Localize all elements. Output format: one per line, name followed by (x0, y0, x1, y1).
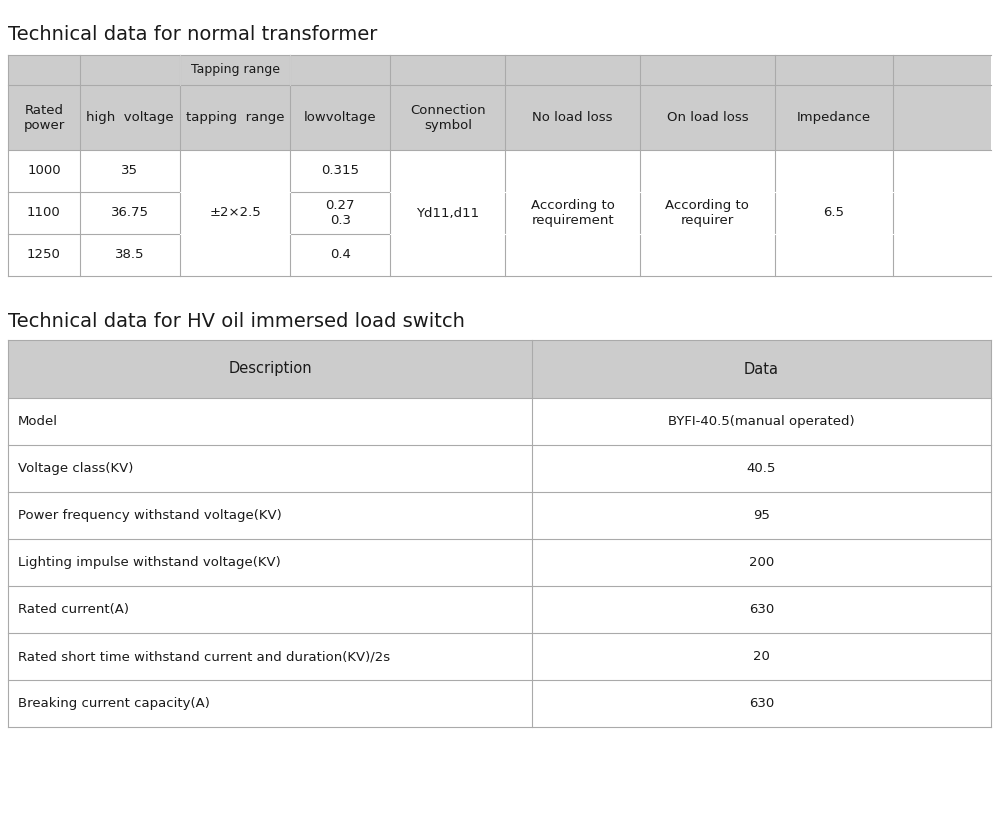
Text: 20: 20 (753, 650, 770, 663)
Text: Tapping range: Tapping range (191, 64, 280, 77)
Text: Breaking current capacity(A): Breaking current capacity(A) (18, 697, 210, 710)
Text: tapping  range: tapping range (186, 111, 285, 124)
Bar (8, 492, 991, 539)
Text: Technical data for normal transformer: Technical data for normal transformer (8, 25, 378, 44)
Text: 1100: 1100 (27, 206, 61, 219)
Text: Lighting impulse withstand voltage(KV): Lighting impulse withstand voltage(KV) (18, 556, 281, 569)
Text: 1000: 1000 (27, 164, 61, 178)
Text: 6.5: 6.5 (823, 206, 844, 219)
Bar (8, 445, 991, 492)
Text: Power frequency withstand voltage(KV): Power frequency withstand voltage(KV) (18, 509, 282, 522)
Text: Model: Model (18, 415, 58, 428)
Text: Description: Description (228, 362, 312, 376)
Text: Rated current(A): Rated current(A) (18, 603, 129, 616)
Text: According to
requirer: According to requirer (665, 199, 749, 227)
Text: lowvoltage: lowvoltage (304, 111, 377, 124)
Text: 36.75: 36.75 (111, 206, 149, 219)
Text: Voltage class(KV): Voltage class(KV) (18, 462, 134, 475)
Text: Rated
power: Rated power (23, 104, 65, 132)
Text: 38.5: 38.5 (115, 249, 145, 262)
Text: 0.27
0.3: 0.27 0.3 (326, 199, 355, 227)
Text: Technical data for HV oil immersed load switch: Technical data for HV oil immersed load … (8, 312, 465, 331)
Text: 95: 95 (753, 509, 770, 522)
Bar (8, 150, 991, 192)
Text: 630: 630 (749, 603, 774, 616)
Bar (8, 539, 991, 586)
Text: 1250: 1250 (27, 249, 61, 262)
Text: Connection
symbol: Connection symbol (410, 104, 486, 132)
Bar (8, 234, 991, 276)
Text: 200: 200 (749, 556, 774, 569)
Text: No load loss: No load loss (532, 111, 613, 124)
Text: 0.4: 0.4 (330, 249, 351, 262)
Bar (8, 586, 991, 633)
Text: Data: Data (744, 362, 779, 376)
Bar (8, 340, 991, 398)
Bar (8, 85, 991, 150)
Text: Yd11,d11: Yd11,d11 (417, 206, 480, 219)
Text: Impedance: Impedance (796, 111, 871, 124)
Text: high  voltage: high voltage (86, 111, 174, 124)
Text: ±2×2.5: ±2×2.5 (209, 206, 261, 219)
Text: 630: 630 (749, 697, 774, 710)
Bar (8, 633, 991, 680)
Text: 0.315: 0.315 (322, 164, 360, 178)
Bar (8, 192, 991, 234)
Text: According to
requirement: According to requirement (530, 199, 614, 227)
Text: Rated short time withstand current and duration(KV)/2s: Rated short time withstand current and d… (18, 650, 391, 663)
Text: 35: 35 (122, 164, 139, 178)
Bar (8, 55, 991, 85)
Bar (8, 398, 991, 445)
Text: 40.5: 40.5 (747, 462, 776, 475)
Text: On load loss: On load loss (666, 111, 748, 124)
Text: BYFI-40.5(manual operated): BYFI-40.5(manual operated) (668, 415, 855, 428)
Bar (8, 680, 991, 727)
